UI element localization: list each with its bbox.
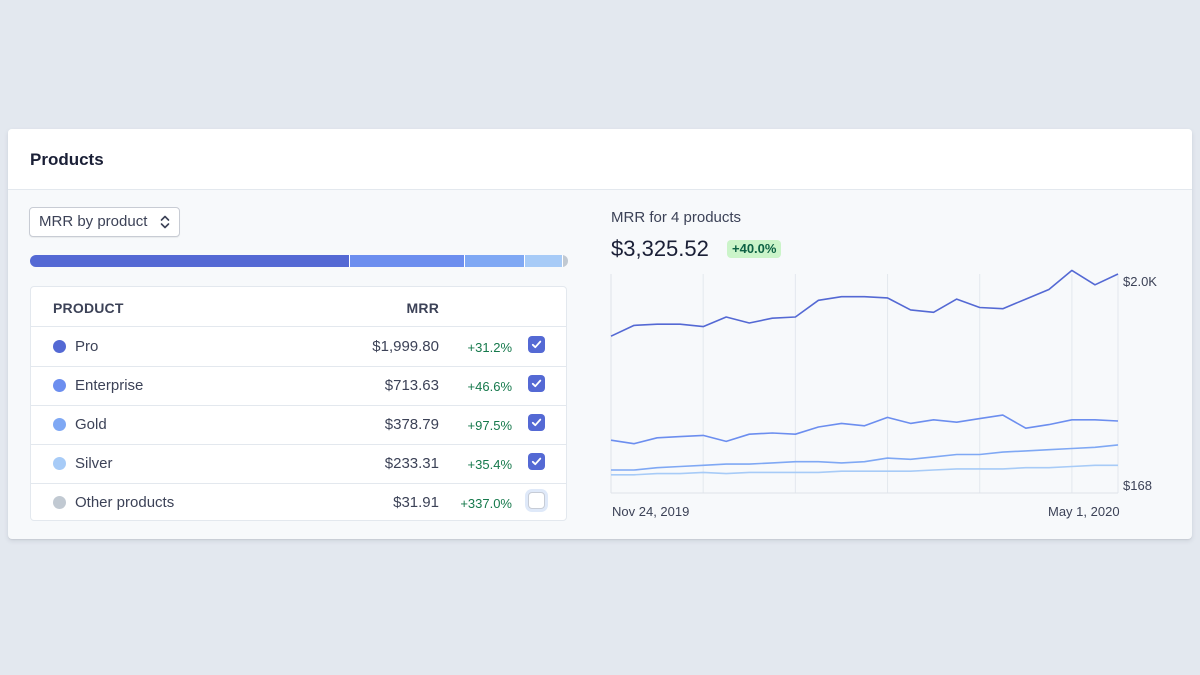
product-change: +31.2% <box>467 340 512 355</box>
card-title: Products <box>30 150 104 169</box>
table-row: Pro $1,999.80 +31.2% <box>31 327 566 367</box>
product-name: Other products <box>75 494 175 511</box>
x-axis-start-label: Nov 24, 2019 <box>612 504 690 519</box>
product-name: Silver <box>75 455 113 472</box>
include-checkbox[interactable] <box>528 414 545 431</box>
select-label: MRR by product <box>39 213 148 230</box>
checkmark-icon <box>531 379 542 388</box>
checkmark-icon <box>531 418 542 427</box>
series-line-gold <box>611 444 1119 471</box>
series-color-dot <box>53 457 66 470</box>
product-mrr: $378.79 <box>384 416 439 433</box>
include-checkbox[interactable] <box>528 336 545 353</box>
series-line-silver <box>611 464 1118 476</box>
mrr-by-product-select[interactable]: MRR by product <box>29 207 180 237</box>
series-line-pro <box>610 269 1119 337</box>
mrr-line-chart <box>610 269 1119 494</box>
card-header: Products <box>8 129 1192 190</box>
y-axis-max-label: $2.0K <box>1123 274 1157 289</box>
table-row: Silver $233.31 +35.4% <box>31 444 566 484</box>
product-name: Pro <box>75 338 99 355</box>
products-card: Products MRR by product PRODUCT MRR Pro $… <box>8 129 1192 539</box>
include-checkbox[interactable] <box>528 453 545 470</box>
share-segment-enterprise <box>350 255 465 267</box>
series-color-dot <box>53 340 66 353</box>
product-change: +35.4% <box>467 457 512 472</box>
checkmark-icon <box>531 457 542 466</box>
share-segment-gold <box>464 255 526 267</box>
table-row: Gold $378.79 +97.5% <box>31 405 566 445</box>
series-color-dot <box>53 418 66 431</box>
table-row: Other products $31.91 +337.0% <box>31 483 566 522</box>
include-checkbox[interactable] <box>528 492 545 509</box>
header-mrr: MRR <box>406 300 439 316</box>
product-mrr: $31.91 <box>393 494 439 511</box>
products-table: PRODUCT MRR Pro $1,999.80 +31.2% Enterprise… <box>30 286 567 521</box>
share-segment-other-products <box>562 255 568 267</box>
checkmark-icon <box>531 340 542 349</box>
table-row: Enterprise $713.63 +46.6% <box>31 366 566 406</box>
product-change: +97.5% <box>467 418 512 433</box>
product-name: Gold <box>75 416 107 433</box>
include-checkbox[interactable] <box>528 375 545 392</box>
product-change: +46.6% <box>467 379 512 394</box>
chart-total: $3,325.52 <box>611 236 709 261</box>
mrr-share-bar <box>30 255 568 267</box>
table-header: PRODUCT MRR <box>31 287 566 327</box>
header-product: PRODUCT <box>53 300 124 316</box>
series-line-enterprise <box>610 414 1119 445</box>
product-mrr: $1,999.80 <box>372 338 439 355</box>
x-axis-end-label: May 1, 2020 <box>1048 504 1120 519</box>
product-change: +337.0% <box>460 496 512 511</box>
product-name: Enterprise <box>75 377 144 394</box>
change-badge: +40.0% <box>727 240 782 258</box>
chart-title: MRR for 4 products <box>611 209 742 226</box>
product-mrr: $713.63 <box>384 377 439 394</box>
chevron-up-down-icon <box>160 215 170 229</box>
share-segment-pro <box>30 255 351 267</box>
share-segment-silver <box>525 255 563 267</box>
series-color-dot <box>53 379 66 392</box>
product-mrr: $233.31 <box>384 455 439 472</box>
series-color-dot <box>53 496 66 509</box>
y-axis-min-label: $168 <box>1123 478 1152 493</box>
